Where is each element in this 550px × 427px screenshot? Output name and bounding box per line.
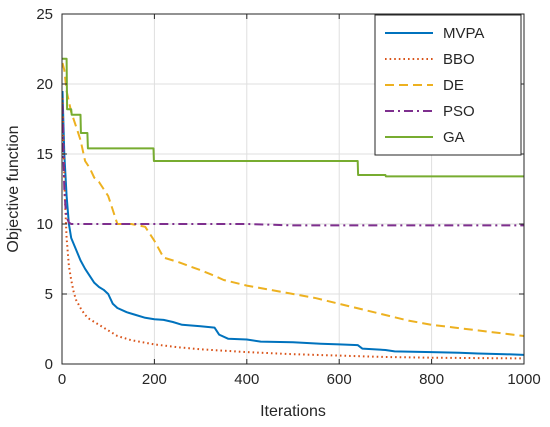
legend-label: MVPA: [443, 25, 484, 42]
x-tick-label: 1000: [507, 371, 540, 388]
x-tick-label: 400: [234, 371, 259, 388]
series-line-pso: [61, 104, 524, 227]
legend-label: PSO: [443, 103, 475, 120]
legend-label: BBO: [443, 51, 475, 68]
y-tick-label: 0: [45, 356, 53, 373]
series-layer: [61, 57, 525, 360]
axis-ticks: 0 200 400 600 800 1000 0 5 10 15 20 25: [36, 6, 540, 388]
x-tick-label: 600: [327, 371, 352, 388]
x-tick-label: 200: [142, 371, 167, 388]
x-axis-label: Iterations: [260, 403, 326, 420]
series-line-de: [61, 62, 525, 337]
x-tick-label: 800: [419, 371, 444, 388]
series-line-bbo: [61, 97, 525, 360]
y-tick-label: 25: [36, 6, 53, 23]
plot-frame: [61, 13, 525, 365]
legend-label: GA: [443, 129, 465, 146]
legend: MVPA BBO DE PSO GA: [374, 14, 522, 156]
y-tick-label: 5: [45, 286, 53, 303]
series-line-ga: [62, 57, 524, 178]
y-tick-label: 20: [36, 76, 53, 93]
y-tick-label: 15: [36, 146, 53, 163]
y-tick-label: 10: [36, 216, 53, 233]
series-line-mvpa: [61, 90, 525, 356]
y-axis-label: Objective function: [5, 125, 22, 252]
legend-label: DE: [443, 77, 464, 94]
x-tick-label: 0: [58, 371, 66, 388]
